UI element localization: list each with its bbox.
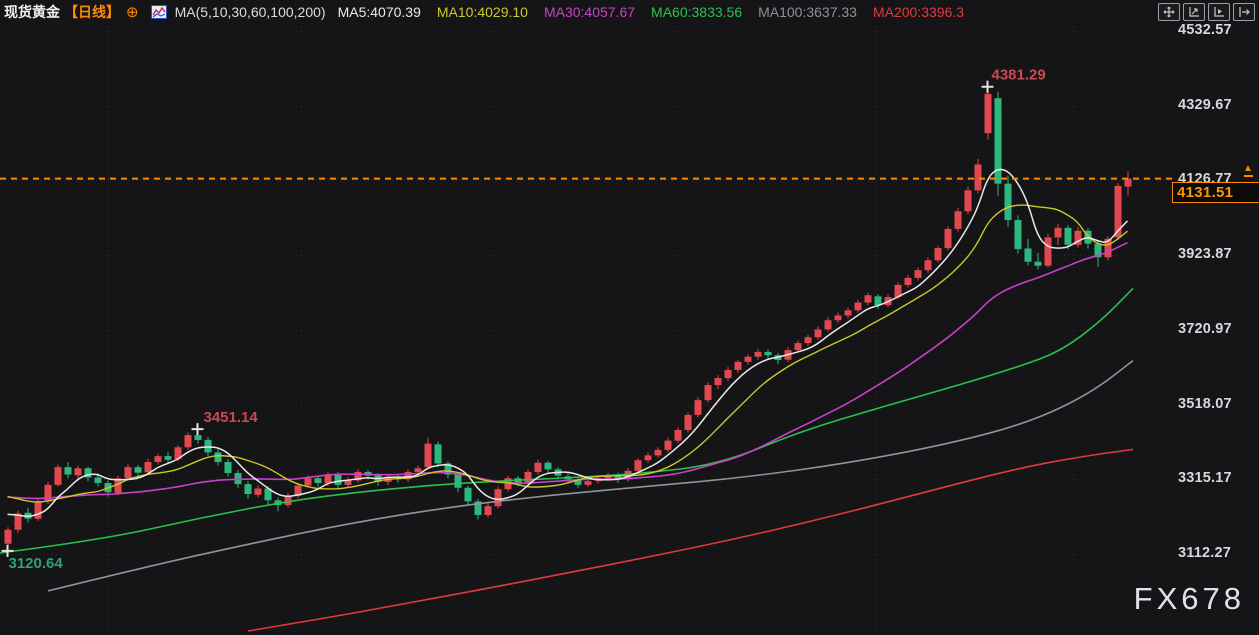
ma-value: MA60:3833.56 — [651, 4, 743, 20]
symbol-title: 现货黄金 — [4, 4, 60, 20]
y-axis-label: 3112.27 — [1178, 544, 1232, 561]
title-bar: 现货黄金 【日线】 ⊕ MA(5,10,30,60,100,200) MA5:4… — [0, 0, 1259, 24]
ma-value: MA100:3637.33 — [758, 4, 857, 20]
period-selector[interactable]: 【日线】 — [64, 4, 120, 20]
mini-chart-icon — [150, 5, 167, 19]
ma-value: MA30:4057.67 — [543, 4, 636, 20]
pan-icon[interactable] — [1158, 3, 1180, 21]
last-price-value: 4131.51 — [1177, 183, 1234, 201]
ma-parameters-label: MA(5,10,30,60,100,200) — [174, 4, 326, 20]
watermark: FX678 — [1133, 581, 1245, 616]
ma-value: MA5:4070.39 — [337, 4, 421, 20]
ma-values: MA5:4070.39 MA10:4029.10 MA30:4057.67 MA60:… — [338, 4, 964, 20]
ma-value: MA200:3396.3 — [872, 4, 965, 20]
y-axis-label: 3720.97 — [1178, 320, 1232, 337]
y-axis-label: 3923.87 — [1178, 246, 1232, 263]
chart-toolbar — [1158, 3, 1255, 21]
price-axis: 4532.57 4329.67 4126.77 3923.87 3720.97 3518.… — [1178, 0, 1258, 635]
y-axis-label: 3315.17 — [1178, 470, 1232, 487]
y-axis-label: 3518.07 — [1178, 395, 1232, 412]
last-price-badge: 4131.51 — [1172, 181, 1259, 203]
axis-zoom-icon[interactable] — [1183, 3, 1205, 21]
axis-play-icon[interactable] — [1208, 3, 1230, 21]
y-axis-label: 4532.57 — [1178, 22, 1232, 38]
add-indicator-icon[interactable]: ⊕ — [126, 3, 139, 21]
price-up-arrow-icon: ▲ — [1241, 164, 1255, 177]
y-axis-label: 4329.67 — [1178, 96, 1232, 113]
ma-value: MA10:4029.10 — [436, 4, 528, 20]
collapse-panel-icon[interactable] — [1233, 3, 1255, 21]
